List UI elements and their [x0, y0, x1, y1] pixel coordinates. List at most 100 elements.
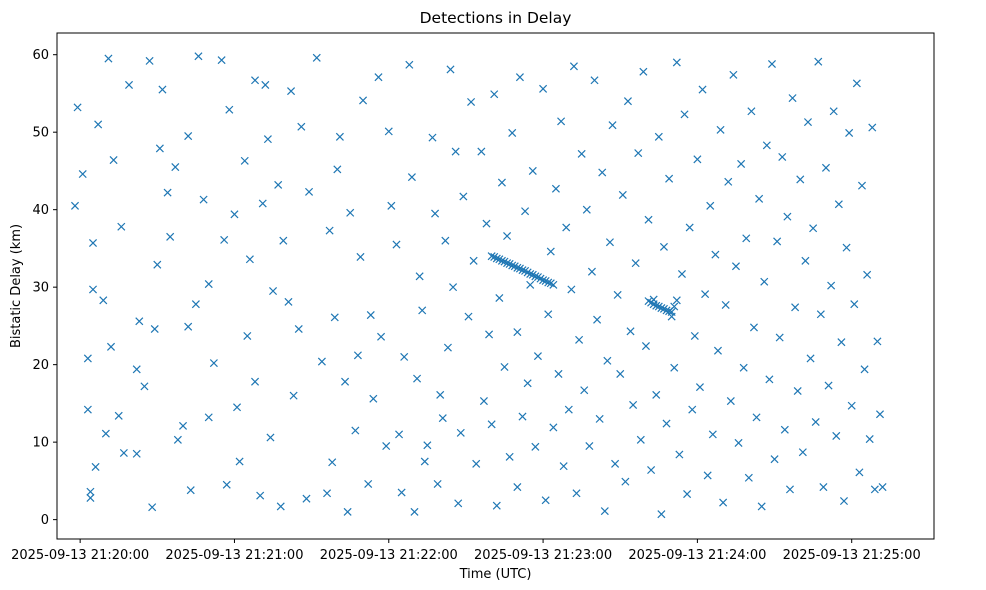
data-point	[459, 192, 468, 201]
data-point	[204, 413, 213, 422]
data-point	[70, 201, 80, 210]
data-point	[554, 369, 563, 378]
data-point	[78, 170, 87, 179]
data-point	[423, 441, 432, 450]
data-point	[351, 426, 360, 435]
data-point	[680, 110, 689, 119]
data-point	[837, 338, 846, 347]
y-tick-label: 0	[41, 513, 49, 528]
data-point	[611, 459, 620, 468]
data-point	[245, 255, 254, 264]
data-point	[644, 215, 653, 224]
data-point	[521, 207, 530, 216]
data-point	[86, 487, 95, 496]
data-point	[662, 419, 671, 428]
data-point	[726, 397, 735, 406]
data-point	[631, 259, 640, 268]
data-point	[173, 435, 182, 444]
data-point	[495, 293, 504, 303]
data-point	[834, 200, 843, 209]
data-point	[546, 247, 555, 256]
data-point	[533, 352, 542, 361]
data-point	[464, 312, 473, 321]
data-point	[827, 281, 836, 290]
data-point	[531, 442, 540, 451]
data-point	[634, 149, 643, 158]
x-tick-label: 2025-09-13 21:22:00	[320, 548, 458, 563]
data-point	[261, 80, 270, 89]
data-point	[868, 123, 877, 132]
data-point	[109, 156, 118, 165]
data-point	[86, 493, 95, 502]
data-point	[693, 155, 702, 164]
data-point	[788, 94, 797, 103]
data-point	[796, 175, 805, 184]
data-point	[549, 423, 558, 432]
data-point	[749, 323, 758, 332]
data-point	[752, 413, 761, 422]
data-point	[767, 59, 776, 69]
data-point	[734, 438, 743, 447]
data-point	[485, 330, 494, 339]
data-point	[287, 87, 296, 96]
data-point	[492, 254, 501, 263]
data-point	[297, 122, 306, 131]
data-point	[863, 270, 872, 279]
data-point	[233, 403, 242, 412]
data-point	[132, 365, 141, 374]
data-point	[544, 278, 553, 287]
data-point	[323, 489, 332, 498]
data-point	[505, 452, 514, 461]
data-point	[148, 503, 157, 512]
data-point	[158, 85, 167, 94]
data-point	[657, 304, 666, 313]
data-point	[613, 290, 622, 299]
data-point	[770, 455, 779, 464]
data-point	[135, 317, 144, 326]
data-point	[719, 498, 728, 507]
data-point	[737, 159, 746, 168]
data-point	[335, 132, 344, 141]
data-point	[618, 190, 627, 199]
y-tick-label: 50	[32, 126, 49, 141]
data-point	[328, 458, 337, 467]
data-point	[256, 491, 265, 500]
data-point	[562, 223, 571, 232]
y-tick-label: 30	[32, 281, 49, 296]
data-point	[513, 328, 522, 337]
data-point	[590, 76, 599, 85]
axis-ticks: 2025-09-13 21:20:00 2025-09-13 21:21:00 20…	[11, 48, 921, 563]
data-point	[593, 315, 602, 324]
data-point	[652, 390, 661, 399]
data-point	[243, 331, 252, 341]
chart-title: Detections in Delay	[420, 9, 572, 27]
data-point	[94, 120, 103, 129]
data-point	[523, 379, 532, 388]
data-point	[204, 280, 213, 289]
data-point	[773, 237, 782, 246]
data-point	[353, 351, 362, 360]
data-point	[585, 441, 594, 451]
data-point	[258, 199, 267, 208]
data-point	[377, 332, 386, 341]
data-point	[515, 73, 524, 82]
data-point	[132, 449, 141, 458]
data-point	[577, 149, 586, 158]
data-point	[814, 57, 823, 66]
data-point	[821, 163, 831, 172]
data-point	[744, 473, 753, 482]
data-point	[114, 411, 123, 420]
data-point	[418, 306, 427, 315]
data-point	[73, 103, 82, 112]
data-point	[713, 346, 722, 355]
data-point	[240, 156, 249, 165]
data-point	[441, 236, 450, 245]
data-point	[117, 222, 126, 231]
data-point	[251, 76, 260, 85]
data-point	[605, 238, 614, 247]
data-point	[670, 363, 679, 372]
y-tick-label: 10	[32, 436, 49, 451]
data-points	[70, 52, 887, 519]
data-point	[472, 459, 481, 468]
